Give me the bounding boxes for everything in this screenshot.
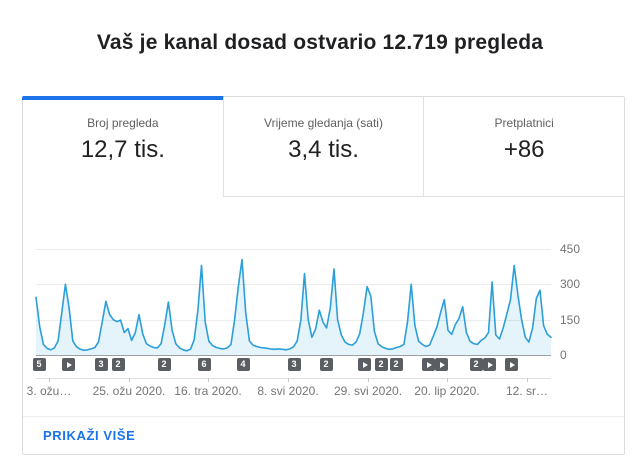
x-axis-tick	[447, 378, 448, 382]
video-count-marker[interactable]: 2	[319, 358, 333, 371]
x-axis-tick	[49, 378, 50, 382]
chart-line	[35, 258, 552, 352]
x-axis-tick	[527, 378, 528, 382]
x-axis-label: 20. lip 2020.	[414, 384, 480, 398]
video-count-marker[interactable]: 2	[157, 358, 171, 371]
tab-watch-time-label: Vrijeme gledanja (sati)	[264, 116, 383, 130]
video-count-marker[interactable]: 2	[111, 358, 125, 371]
tab-views[interactable]: Broj pregleda 12,7 tis.	[22, 96, 224, 197]
x-axis-label: 12. sr…	[505, 384, 549, 398]
footer-divider	[23, 416, 624, 417]
x-axis-tick	[208, 378, 209, 382]
show-more-button[interactable]: PRIKAŽI VIŠE	[43, 428, 136, 443]
tab-subscribers[interactable]: Pretplatnici +86	[423, 97, 625, 197]
video-count-marker[interactable]: 3	[287, 358, 301, 371]
views-area-chart	[35, 258, 552, 355]
gridline-150	[36, 319, 551, 321]
video-marker[interactable]	[61, 358, 75, 371]
video-marker[interactable]	[504, 358, 518, 371]
x-axis-label: 8. svi 2020.	[257, 384, 319, 398]
gridline-300	[36, 284, 551, 286]
play-icon	[362, 361, 368, 368]
video-count-marker[interactable]: 2	[469, 358, 483, 371]
x-axis-tick	[288, 378, 289, 382]
tab-views-label: Broj pregleda	[87, 116, 159, 130]
video-marker[interactable]	[482, 358, 496, 371]
video-count-marker[interactable]: 5	[32, 358, 46, 371]
metric-tabs: Broj pregleda 12,7 tis. Vrijeme gledanja…	[22, 96, 625, 197]
video-count-marker[interactable]: 2	[389, 358, 403, 371]
x-axis-label: 3. ožu…	[26, 384, 72, 398]
tab-watch-time[interactable]: Vrijeme gledanja (sati) 3,4 tis.	[222, 97, 424, 197]
analytics-card: Broj pregleda 12,7 tis. Vrijeme gledanja…	[22, 96, 625, 455]
video-marker[interactable]	[421, 358, 435, 371]
x-axis-label: 16. tra 2020.	[174, 384, 242, 398]
video-marker[interactable]	[434, 358, 448, 371]
gridline-0	[36, 355, 551, 356]
tab-subscribers-value: +86	[503, 136, 545, 163]
play-icon	[509, 361, 515, 368]
play-icon	[66, 361, 72, 368]
gridline-450	[36, 249, 551, 250]
page-title: Vaš je kanal dosad ostvario 12.719 pregl…	[96, 31, 544, 54]
play-icon	[439, 361, 445, 368]
tab-subscribers-label: Pretplatnici	[494, 116, 554, 130]
y-axis-label: 300	[560, 277, 581, 292]
active-tab-indicator	[22, 96, 224, 100]
y-axis-label: 450	[560, 242, 581, 256]
x-axis-tick	[368, 378, 369, 382]
y-axis-label: 0	[560, 348, 567, 362]
video-count-marker[interactable]: 4	[236, 358, 250, 371]
play-icon	[487, 361, 493, 368]
x-axis-tick	[129, 378, 130, 382]
x-axis-line	[36, 378, 551, 379]
play-icon	[426, 361, 432, 368]
tab-views-value: 12,7 tis.	[80, 136, 165, 163]
x-axis-label: 25. ožu 2020.	[92, 384, 166, 398]
video-count-marker[interactable]: 3	[94, 358, 108, 371]
y-axis-label: 150	[560, 312, 581, 327]
video-marker[interactable]	[357, 358, 371, 371]
x-axis-label: 29. svi 2020.	[333, 384, 403, 398]
tab-watch-time-value: 3,4 tis.	[288, 136, 359, 163]
chart-area-fill	[36, 259, 551, 355]
video-count-marker[interactable]: 2	[374, 358, 388, 371]
video-count-marker[interactable]: 6	[197, 358, 211, 371]
